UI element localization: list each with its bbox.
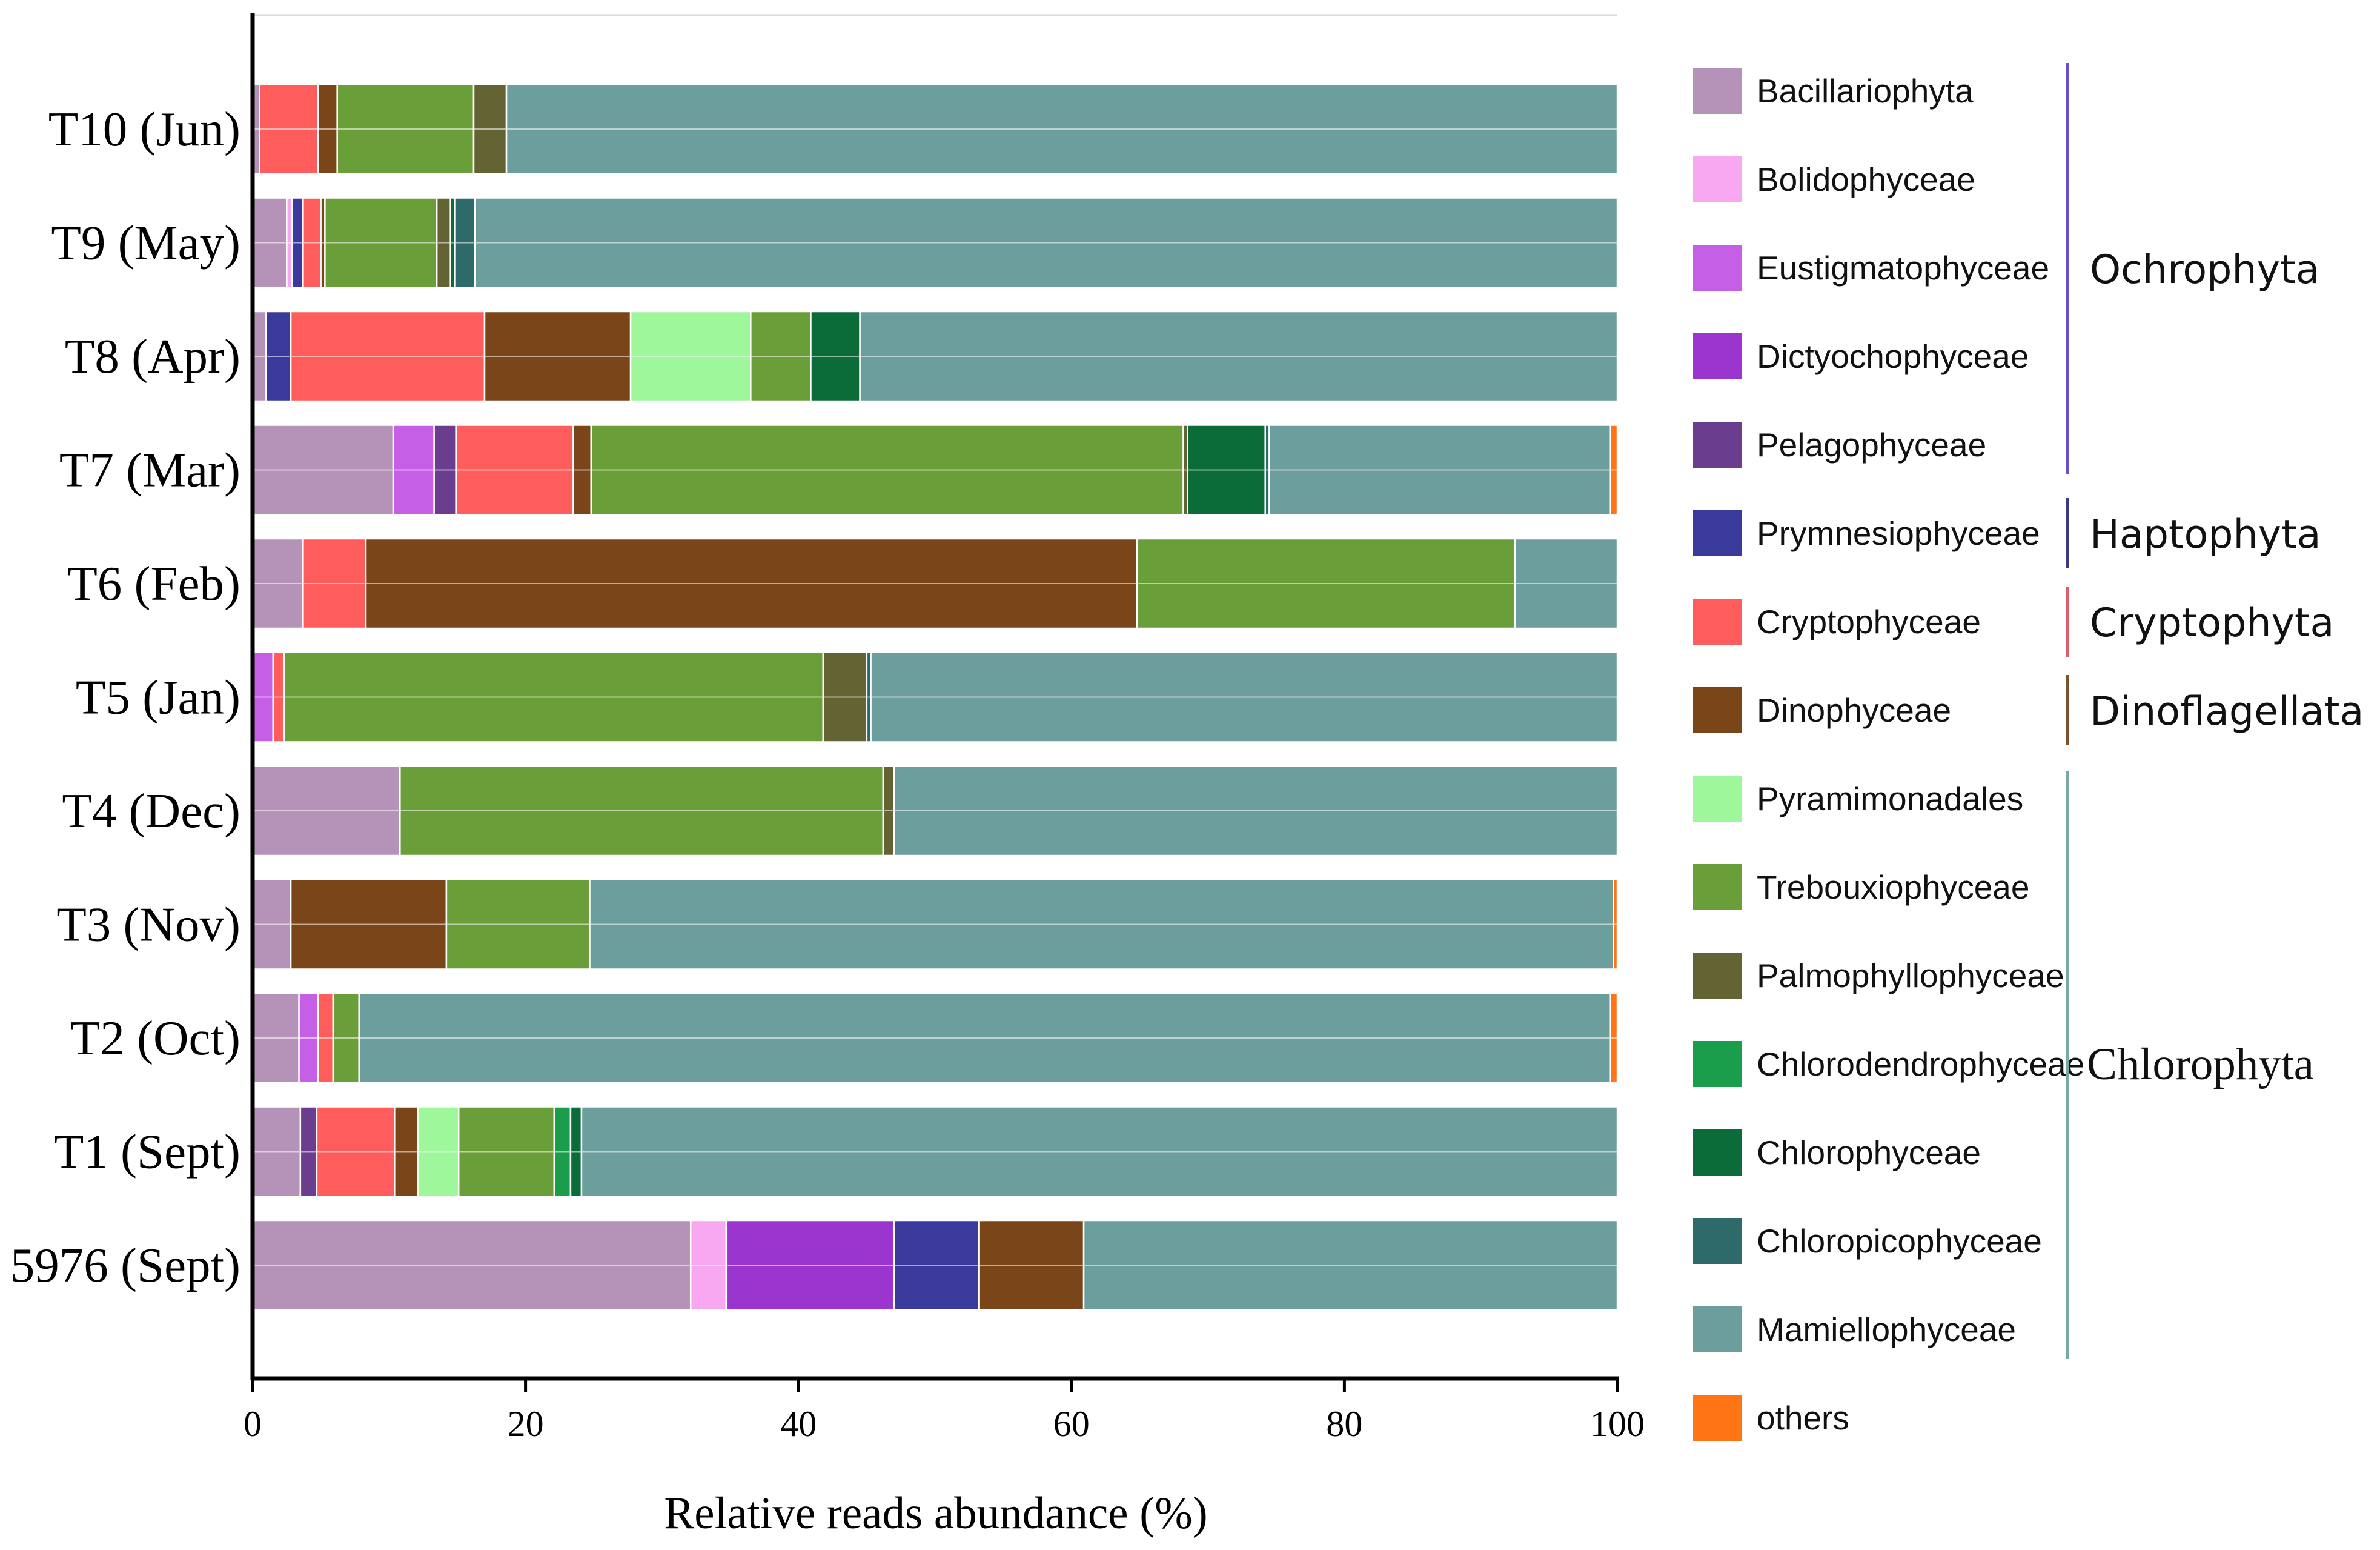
- y-tick-label: T9 (May): [51, 216, 240, 270]
- bar-row-t9-may: [251, 197, 1619, 288]
- legend-swatch: [1693, 1129, 1742, 1176]
- legend-swatch: [1693, 68, 1742, 114]
- x-axis-label: Relative reads abundance (%): [664, 1488, 1207, 1538]
- legend-label: Chlorophyceae: [1757, 1134, 1981, 1171]
- legend-swatch: [1693, 245, 1742, 291]
- legend-label: Chloropicophyceae: [1757, 1222, 2042, 1260]
- legend-item-bacillariophyta: Bacillariophyta: [1693, 68, 1974, 114]
- legend-label: Mamiellophyceae: [1757, 1311, 2016, 1348]
- group-haptophyta: Haptophyta: [2066, 498, 2321, 568]
- x-tick-label: 20: [508, 1404, 544, 1444]
- bar-row-t10-jun: [251, 83, 1619, 175]
- legend-item-others: others: [1693, 1395, 1849, 1441]
- legend-item-prymnesiophyceae: Prymnesiophyceae: [1693, 510, 2040, 556]
- x-tick-label: 0: [244, 1404, 262, 1444]
- group-label: Ochrophyta: [2090, 247, 2319, 293]
- legend-label: Pelagophyceae: [1757, 426, 1986, 464]
- legend-item-cryptophyceae: Cryptophyceae: [1693, 599, 1981, 645]
- legend-swatch: [1693, 156, 1742, 202]
- bar-row-t4-dec: [251, 765, 1619, 857]
- legend-swatch: [1693, 953, 1742, 999]
- group-label: Dinoflagellata: [2090, 689, 2364, 734]
- legend-label: Dinophyceae: [1757, 691, 1951, 729]
- legend-item-trebouxiophyceae: Trebouxiophyceae: [1693, 864, 2029, 910]
- legend-item-chloropicophyceae: Chloropicophyceae: [1693, 1218, 2042, 1264]
- legend-label: Eustigmatophyceae: [1757, 249, 2049, 287]
- y-tick-label: T2 (Oct): [70, 1011, 240, 1065]
- legend-item-mamiellophyceae: Mamiellophyceae: [1693, 1306, 2016, 1352]
- group-dinoflagellata: Dinoflagellata: [2066, 675, 2364, 745]
- legend-swatch: [1693, 422, 1742, 468]
- legend-swatch: [1693, 599, 1742, 645]
- bar-row-t3-nov: [251, 879, 1619, 970]
- legend-item-bolidophyceae: Bolidophyceae: [1693, 156, 1975, 202]
- bar-row-5976-sept: [251, 1219, 1619, 1311]
- legend-label: Pyramimonadales: [1757, 780, 2023, 817]
- legend-swatch: [1693, 1218, 1742, 1264]
- legend-swatch: [1693, 333, 1742, 379]
- bar-row-t7-mar: [251, 424, 1619, 516]
- group-chlorophyta: Chlorophyta: [2066, 771, 2314, 1359]
- y-tick-label: T7 (Mar): [59, 443, 240, 497]
- group-label: Cryptophyta: [2090, 600, 2334, 646]
- group-label: Chlorophyta: [2087, 1039, 2314, 1089]
- legend-swatch: [1693, 1395, 1742, 1441]
- bar-row-t5-jan: [251, 651, 1619, 743]
- legend-item-chlorophyceae: Chlorophyceae: [1693, 1129, 1981, 1176]
- legend-label: Palmophyllophyceae: [1757, 957, 2064, 994]
- legend-item-dictyochophyceae: Dictyochophyceae: [1693, 333, 2029, 379]
- bar-row-t1-sept: [251, 1106, 1619, 1197]
- y-tick-label: T3 (Nov): [56, 897, 240, 952]
- legend-swatch: [1693, 1306, 1742, 1352]
- y-tick-label: T8 (Apr): [65, 329, 240, 384]
- legend-label: Cryptophyceae: [1757, 603, 1981, 640]
- legend-item-pelagophyceae: Pelagophyceae: [1693, 422, 1986, 468]
- y-tick-label: T5 (Jan): [76, 670, 240, 725]
- axes-layer: T10 (Jun) T9 (May) T8 (Apr) T7 (Mar) T6 (Feb…: [10, 13, 1645, 1444]
- legend-swatch: [1693, 776, 1742, 822]
- bar-row-t2-oct: [251, 992, 1619, 1084]
- x-tick-label: 80: [1326, 1404, 1362, 1444]
- bar-row-t8-apr: [251, 310, 1619, 402]
- legend-label: Prymnesiophyceae: [1757, 514, 2040, 552]
- legend-item-dinophyceae: Dinophyceae: [1693, 687, 1951, 733]
- legend-label: Trebouxiophyceae: [1757, 868, 2029, 906]
- legend-swatch: [1693, 510, 1742, 556]
- group-label: Haptophyta: [2090, 512, 2321, 557]
- bar-row-t6-feb: [251, 537, 1619, 630]
- legend-item-eustigmatophyceae: Eustigmatophyceae: [1693, 245, 2049, 291]
- taxonomic-groups: Ochrophyta Haptophyta Cryptophyta Dinoflage…: [2066, 63, 2364, 1359]
- legend-swatch: [1693, 687, 1742, 733]
- y-tick-label: 5976 (Sept): [10, 1238, 240, 1292]
- bars-layer: [251, 83, 1619, 1311]
- legend-item-chlorodendrophyceae: Chlorodendrophyceae: [1693, 1041, 2084, 1087]
- legend-item-pyramimonadales: Pyramimonadales: [1693, 776, 2023, 822]
- legend-swatch: [1693, 864, 1742, 910]
- legend: Bacillariophyta Bolidophyceae Eustigmatoph…: [1693, 68, 2084, 1441]
- legend-label: Bolidophyceae: [1757, 161, 1975, 198]
- y-tick-label: T10 (Jun): [48, 102, 240, 156]
- y-tick-label: T1 (Sept): [54, 1125, 240, 1179]
- y-tick-label: T6 (Feb): [67, 556, 240, 611]
- y-tick-label: T4 (Dec): [62, 783, 240, 838]
- legend-label: others: [1757, 1399, 1849, 1437]
- group-cryptophyta: Cryptophyta: [2066, 587, 2334, 657]
- x-tick-label: 40: [780, 1404, 817, 1444]
- legend-item-palmophyllophyceae: Palmophyllophyceae: [1693, 953, 2064, 999]
- x-tick-label: 100: [1590, 1404, 1645, 1444]
- legend-label: Dictyochophyceae: [1757, 338, 2029, 375]
- legend-swatch: [1693, 1041, 1742, 1087]
- legend-label: Chlorodendrophyceae: [1757, 1045, 2084, 1083]
- group-ochrophyta: Ochrophyta: [2066, 63, 2319, 474]
- legend-label: Bacillariophyta: [1757, 72, 1974, 110]
- x-tick-label: 60: [1053, 1404, 1090, 1444]
